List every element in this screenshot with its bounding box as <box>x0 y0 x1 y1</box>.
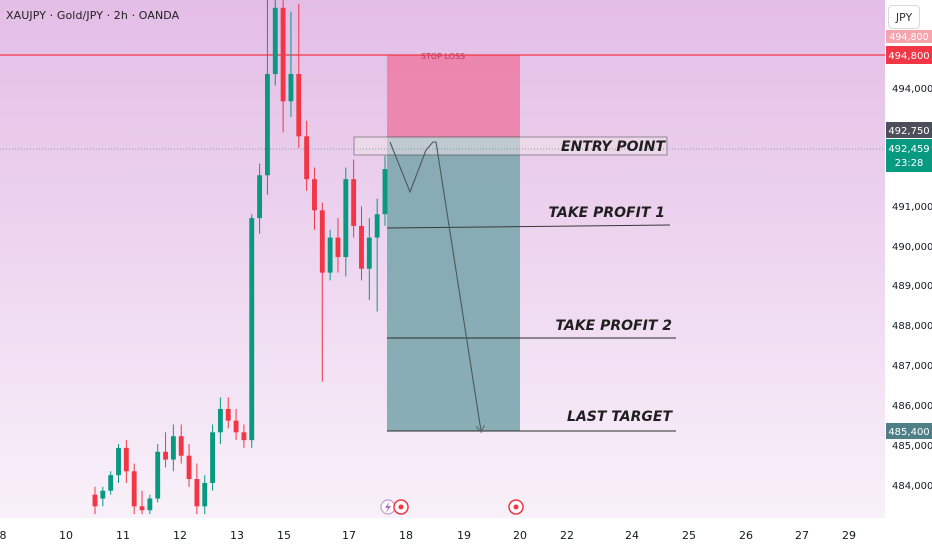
candle-bull[interactable] <box>257 175 263 219</box>
candle-bull[interactable] <box>288 74 294 102</box>
candle-bear[interactable] <box>178 436 184 456</box>
time-tick: 26 <box>739 529 753 542</box>
stop-faint-badge-text: 494,800 <box>889 32 928 43</box>
price-tick: 490,000 <box>892 242 932 253</box>
time-tick: 12 <box>173 529 187 542</box>
stop-loss-zone[interactable] <box>387 55 520 137</box>
candle-bull[interactable] <box>147 498 153 511</box>
event-icons[interactable] <box>380 499 524 515</box>
candle-bear[interactable] <box>280 7 286 102</box>
time-tick: 20 <box>513 529 527 542</box>
entry-point-label: ENTRY POINT <box>561 139 666 155</box>
dot-icon <box>398 504 404 510</box>
last-target-price-badge <box>886 423 932 439</box>
current-price-badge <box>886 139 932 172</box>
price-tick: 487,000 <box>892 361 932 372</box>
price-tick: 486,000 <box>892 401 932 412</box>
candle-bull[interactable] <box>374 214 380 238</box>
time-tick: 13 <box>230 529 244 542</box>
candle-bear[interactable] <box>312 179 317 211</box>
candle-bull[interactable] <box>202 482 208 507</box>
candle-bear[interactable] <box>225 408 231 421</box>
candle-bull[interactable] <box>265 74 270 176</box>
candle-bull[interactable] <box>249 218 255 441</box>
target-zone[interactable] <box>387 137 520 431</box>
time-tick: 24 <box>625 529 639 542</box>
candle-bull[interactable] <box>327 237 333 273</box>
entry-price-badge-text: 492,750 <box>888 126 929 137</box>
stop-loss-price-badge <box>886 46 932 64</box>
candle-bull[interactable] <box>366 237 372 269</box>
price-tick: 488,000 <box>892 321 932 332</box>
candle-bull[interactable] <box>108 475 114 491</box>
time-tick: 22 <box>560 529 574 542</box>
price-tick: 491,000 <box>892 202 932 213</box>
take-profit-1-label: TAKE PROFIT 1 <box>549 205 665 221</box>
candle-bull[interactable] <box>217 408 223 433</box>
time-axis[interactable] <box>0 518 932 550</box>
take-profit-1-line[interactable] <box>386 224 671 229</box>
take-profit-2-label: TAKE PROFIT 2 <box>556 318 672 334</box>
candle-bear[interactable] <box>304 136 310 180</box>
current-price-badge-text: 492,459 <box>888 144 929 155</box>
stop-faint-badge <box>886 30 932 43</box>
candle-bear[interactable] <box>296 74 302 137</box>
candle-bear[interactable] <box>131 471 137 507</box>
stop-loss-label: STOP LOSS <box>421 52 465 61</box>
price-axis-ticks: 494,000 491,000 490,000 489,000 488,000 … <box>892 84 932 492</box>
lightning-icon <box>385 502 391 513</box>
candle-bull[interactable] <box>210 432 215 483</box>
candle-bull[interactable] <box>116 447 121 476</box>
candle-bull[interactable] <box>170 436 176 460</box>
entry-price-badge <box>886 122 932 138</box>
projected-price-path[interactable] <box>389 141 481 431</box>
time-tick: 18 <box>399 529 413 542</box>
candle-bear[interactable] <box>186 455 192 480</box>
candle-bear[interactable] <box>123 447 129 472</box>
time-tick: 8 <box>0 529 7 542</box>
candle-bull[interactable] <box>100 490 106 499</box>
candle-bear[interactable] <box>335 237 341 258</box>
time-tick: 11 <box>116 529 130 542</box>
candle-bear[interactable] <box>233 420 239 433</box>
candle-bear[interactable] <box>319 210 325 273</box>
time-axis-labels: 8 10 11 12 13 15 17 18 19 20 22 24 25 26… <box>0 529 856 542</box>
candlestick-series[interactable] <box>92 0 388 515</box>
candle-bear[interactable] <box>92 494 98 507</box>
time-tick: 10 <box>59 529 73 542</box>
candle-bear[interactable] <box>139 506 145 511</box>
symbol-title[interactable]: XAUJPY · Gold/JPY · 2h · OANDA <box>6 9 180 22</box>
time-tick: 19 <box>457 529 471 542</box>
price-tick: 485,000 <box>892 441 932 452</box>
entry-zone-box[interactable] <box>353 136 668 156</box>
candle-bull[interactable] <box>155 451 161 499</box>
candle-bear[interactable] <box>351 179 357 226</box>
price-tick: 489,000 <box>892 281 932 292</box>
candle-bull[interactable] <box>272 7 278 74</box>
last-target-price-badge-text: 485,400 <box>888 427 929 438</box>
dot-icon <box>513 504 519 510</box>
price-tick: 484,000 <box>892 481 932 492</box>
candle-bear[interactable] <box>359 225 364 269</box>
candle-bull[interactable] <box>343 179 349 258</box>
last-target-label: LAST TARGET <box>567 409 673 425</box>
candle-bear[interactable] <box>194 479 200 507</box>
stop-loss-price-badge-text: 494,800 <box>888 51 929 62</box>
price-tick: 494,000 <box>892 84 932 95</box>
time-tick: 27 <box>795 529 809 542</box>
candle-bear[interactable] <box>241 432 247 441</box>
time-tick: 15 <box>277 529 291 542</box>
time-tick: 29 <box>842 529 856 542</box>
candle-bull[interactable] <box>382 169 388 215</box>
time-tick: 25 <box>682 529 696 542</box>
time-tick: 17 <box>342 529 356 542</box>
currency-button[interactable]: JPY <box>888 5 920 29</box>
candle-bear[interactable] <box>163 451 168 460</box>
countdown-timer: 23:28 <box>895 158 924 169</box>
